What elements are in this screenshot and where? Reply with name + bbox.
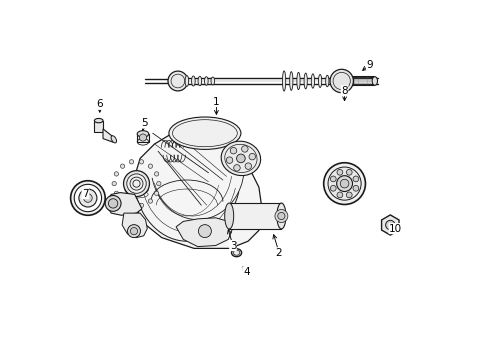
Circle shape	[70, 181, 105, 215]
Ellipse shape	[211, 77, 214, 85]
Circle shape	[139, 203, 143, 207]
Polygon shape	[103, 129, 113, 142]
Circle shape	[323, 163, 365, 204]
Circle shape	[385, 220, 394, 230]
Circle shape	[241, 146, 247, 152]
Text: 8: 8	[341, 86, 347, 96]
Ellipse shape	[185, 76, 188, 86]
Ellipse shape	[168, 71, 187, 91]
Ellipse shape	[126, 174, 146, 193]
Text: 10: 10	[388, 224, 402, 234]
Circle shape	[120, 199, 124, 203]
Ellipse shape	[282, 71, 285, 91]
Ellipse shape	[137, 131, 148, 137]
Circle shape	[340, 179, 348, 188]
Text: 7: 7	[82, 189, 88, 199]
Ellipse shape	[191, 76, 195, 86]
Text: 4: 4	[243, 267, 249, 277]
Circle shape	[130, 228, 137, 235]
Text: 2: 2	[275, 248, 282, 258]
Polygon shape	[122, 213, 147, 238]
Polygon shape	[134, 122, 262, 248]
Text: 6: 6	[96, 99, 103, 109]
Circle shape	[105, 195, 121, 211]
Ellipse shape	[289, 72, 292, 90]
Circle shape	[120, 164, 124, 168]
Circle shape	[114, 191, 118, 195]
Circle shape	[154, 191, 159, 195]
Circle shape	[148, 164, 152, 168]
Ellipse shape	[329, 69, 353, 93]
Text: 1: 1	[213, 96, 219, 107]
Circle shape	[352, 176, 358, 182]
Circle shape	[139, 134, 146, 141]
Circle shape	[226, 157, 232, 163]
Circle shape	[277, 212, 285, 220]
Circle shape	[198, 225, 211, 238]
Circle shape	[352, 185, 358, 191]
Ellipse shape	[311, 74, 314, 88]
Ellipse shape	[325, 75, 328, 87]
Circle shape	[346, 170, 351, 175]
Circle shape	[233, 165, 240, 171]
Circle shape	[79, 189, 97, 207]
Circle shape	[330, 185, 335, 191]
Circle shape	[83, 194, 92, 202]
Circle shape	[274, 210, 287, 222]
Ellipse shape	[168, 117, 241, 149]
Text: 3: 3	[229, 240, 236, 251]
Polygon shape	[381, 215, 398, 235]
Ellipse shape	[123, 171, 149, 197]
Circle shape	[336, 170, 342, 175]
Circle shape	[336, 192, 342, 198]
Circle shape	[346, 192, 351, 198]
Ellipse shape	[231, 249, 241, 257]
Circle shape	[129, 203, 133, 207]
Ellipse shape	[111, 136, 116, 143]
Circle shape	[114, 172, 118, 176]
Polygon shape	[107, 193, 142, 215]
Circle shape	[330, 176, 335, 182]
Ellipse shape	[371, 77, 377, 85]
Circle shape	[236, 154, 244, 163]
Circle shape	[230, 148, 236, 154]
Circle shape	[148, 199, 152, 203]
Text: 5: 5	[141, 118, 147, 128]
Polygon shape	[137, 134, 148, 142]
Ellipse shape	[198, 76, 201, 86]
Circle shape	[156, 181, 161, 186]
Circle shape	[154, 172, 159, 176]
Ellipse shape	[318, 75, 321, 87]
Ellipse shape	[224, 203, 233, 229]
Polygon shape	[176, 218, 231, 247]
Polygon shape	[94, 121, 103, 132]
Circle shape	[248, 153, 255, 160]
Ellipse shape	[296, 72, 300, 90]
Ellipse shape	[94, 118, 103, 123]
Circle shape	[129, 160, 133, 164]
Circle shape	[244, 163, 251, 169]
Circle shape	[127, 225, 140, 238]
Ellipse shape	[304, 73, 306, 89]
Circle shape	[336, 176, 352, 192]
Polygon shape	[229, 203, 281, 229]
Ellipse shape	[276, 203, 285, 229]
Circle shape	[74, 184, 102, 212]
Text: 9: 9	[366, 60, 372, 70]
Circle shape	[327, 167, 361, 200]
Ellipse shape	[204, 77, 208, 85]
Circle shape	[139, 160, 143, 164]
Circle shape	[108, 199, 118, 208]
Circle shape	[112, 181, 116, 186]
Ellipse shape	[332, 76, 335, 86]
Ellipse shape	[221, 141, 260, 176]
